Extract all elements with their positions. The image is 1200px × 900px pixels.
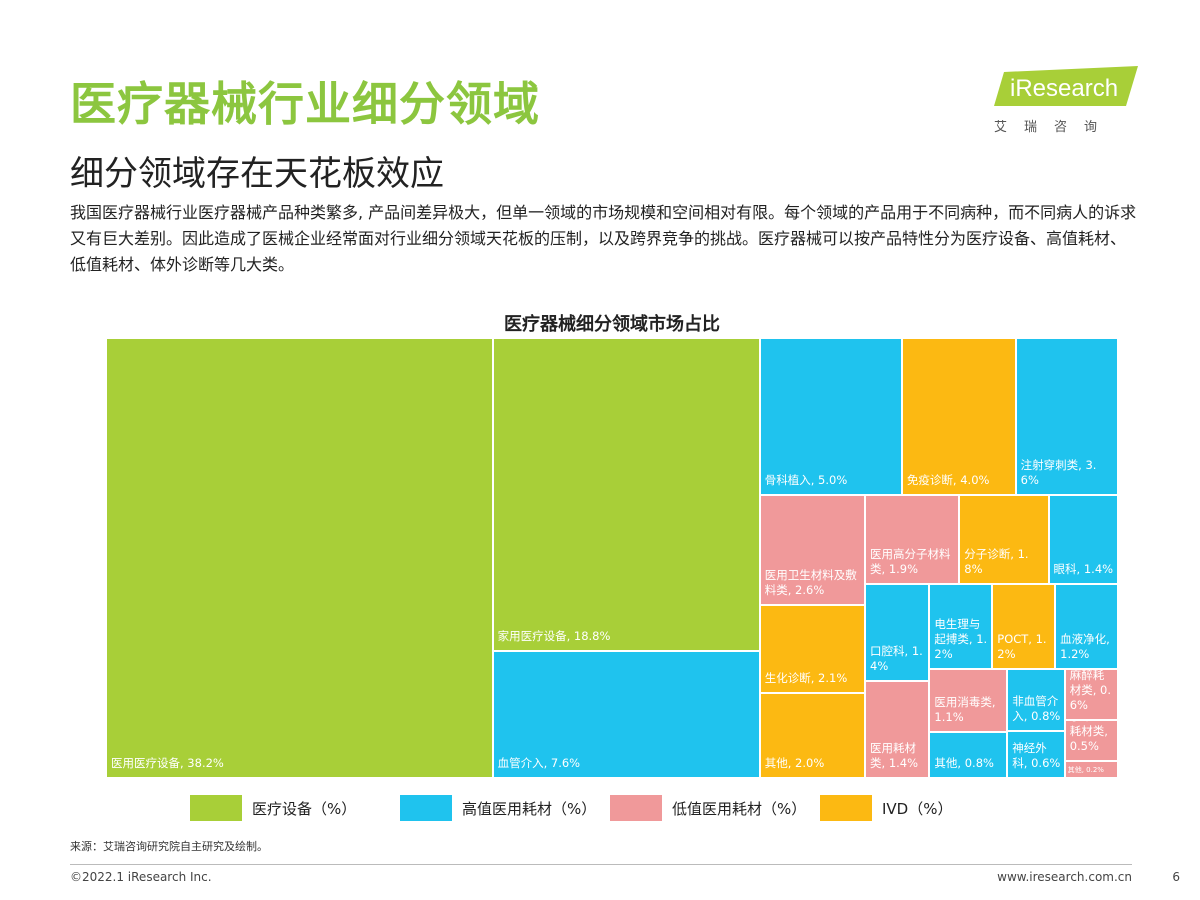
treemap-cell: POCT, 1.2% xyxy=(992,584,1056,670)
legend: 医疗设备（%） 高值医用耗材（%） 低值医用耗材（%） IVD（%） xyxy=(190,795,1090,825)
legend-swatch xyxy=(190,795,242,821)
treemap-cell: 医用卫生材料及敷料类, 2.6% xyxy=(759,494,866,605)
treemap-cell: 生化诊断, 2.1% xyxy=(759,604,866,694)
treemap-cell: 其他, 0.2% xyxy=(1064,761,1118,778)
treemap-cell: 手术室耗材类, 0.5% xyxy=(1064,719,1118,762)
data-label: 非血管介入, 0.8% xyxy=(1012,694,1061,724)
legend-swatch xyxy=(820,795,872,821)
data-label: 其他, 2.0% xyxy=(764,755,825,770)
treemap-cell: 医用耗材类, 1.4% xyxy=(865,681,930,778)
data-label: 口腔科, 1.4% xyxy=(870,644,923,674)
legend-swatch xyxy=(610,795,662,821)
treemap-cell: 注射穿刺类, 3.6% xyxy=(1015,338,1118,495)
legend-label: 医疗设备（%） xyxy=(252,799,357,818)
chart-title: 医疗器械细分领域市场占比 xyxy=(504,314,720,335)
legend-swatch xyxy=(400,795,452,821)
treemap-cell: 骨科植入, 5.0% xyxy=(759,338,902,495)
data-label: 其他, 0.8% xyxy=(934,755,994,770)
data-label: 医用耗材类, 1.4% xyxy=(870,740,919,770)
data-label: 血管介入, 7.6% xyxy=(497,755,581,770)
data-label: 注射穿刺类, 3.6% xyxy=(1020,457,1097,487)
legend-label: 低值医用耗材（%） xyxy=(672,799,807,818)
treemap-cell: 眼科, 1.4% xyxy=(1048,494,1118,585)
legend-item: 高值医用耗材（%） xyxy=(400,795,596,821)
page-number: 6 xyxy=(1172,870,1180,884)
logo-shape xyxy=(994,66,1138,106)
logo-text: iResearch xyxy=(1010,75,1118,102)
data-label: 其他, 0.2% xyxy=(1067,765,1104,774)
treemap-cell: 家用医疗设备, 18.8% xyxy=(492,338,760,652)
data-label: 免疫诊断, 4.0% xyxy=(906,472,990,487)
data-label: 医用医疗设备, 38.2% xyxy=(111,756,224,770)
data-label: 医用高分子材料类, 1.9% xyxy=(870,547,951,577)
data-label: 生化诊断, 2.1% xyxy=(764,671,848,686)
data-label: 家用医疗设备, 18.8% xyxy=(497,629,611,644)
data-label: 骨科植入, 5.0% xyxy=(764,472,848,487)
legend-label: IVD（%） xyxy=(882,799,953,818)
treemap-cell: 神经外科, 0.6% xyxy=(1007,731,1065,778)
data-label: POCT, 1.2% xyxy=(997,632,1047,662)
treemap-cell: 其他, 0.8% xyxy=(929,732,1008,778)
treemap-cell: 其他, 2.0% xyxy=(759,693,866,778)
data-label: 医用卫生材料及敷料类, 2.6% xyxy=(764,567,857,597)
legend-item: IVD（%） xyxy=(820,795,953,821)
data-label: 眼科, 1.4% xyxy=(1053,562,1114,577)
data-label: 麻醉耗材类, 0.6% xyxy=(1069,669,1111,712)
divider xyxy=(70,864,1132,865)
treemap-cell: 非血管介入, 0.8% xyxy=(1007,669,1065,732)
title: 医疗器械行业细分领域 xyxy=(70,77,540,131)
treemap-cell: 麻醉耗材类, 0.6% xyxy=(1064,669,1118,720)
treemap-cell: 免疫诊断, 4.0% xyxy=(901,338,1016,495)
treemap-cell: 医用医疗设备, 38.2% xyxy=(106,338,493,778)
data-label: 分子诊断, 1.8% xyxy=(964,547,1029,577)
treemap-cell: 电生理与起搏类, 1.2% xyxy=(929,584,993,670)
treemap-cell: 分子诊断, 1.8% xyxy=(959,494,1049,585)
legend-label: 高值医用耗材（%） xyxy=(462,799,597,818)
treemap-cell: 血液净化, 1.2% xyxy=(1055,584,1118,670)
paragraph: 我国医疗器械行业医疗器械产品种类繁多, 产品间差异极大，但单一领域的市场规模和空… xyxy=(70,203,1137,274)
data-label: 神经外科, 0.6% xyxy=(1012,740,1061,770)
legend-item: 低值医用耗材（%） xyxy=(610,795,806,821)
data-label: 血液净化, 1.2% xyxy=(1060,632,1110,662)
treemap-cell: 口腔科, 1.4% xyxy=(865,584,930,682)
logo-subtitle: 艾瑞咨询 xyxy=(994,120,1115,135)
treemap-cell: 医用高分子材料类, 1.9% xyxy=(865,494,960,585)
legend-item: 医疗设备（%） xyxy=(190,795,356,821)
treemap-cell: 医用消毒类, 1.1% xyxy=(929,669,1008,733)
website: www.iresearch.com.cn xyxy=(997,870,1132,884)
subtitle: 细分领域存在天花板效应 xyxy=(70,154,444,194)
copyright: ©2022.1 iResearch Inc. xyxy=(70,870,212,884)
logo: iResearch xyxy=(994,66,1138,106)
data-label: 电生理与起搏类, 1.2% xyxy=(934,617,988,662)
treemap: 医用医疗设备, 38.2% 家用医疗设备, 18.8% 血管介入, 7.6% 骨科植入… xyxy=(106,338,1118,778)
source: 来源：艾瑞咨询研究院自主研究及绘制。 xyxy=(70,840,268,853)
data-label: 手术室耗材类, 0.5% xyxy=(1069,720,1108,754)
data-label: 医用消毒类, 1.1% xyxy=(934,695,996,725)
treemap-cell: 血管介入, 7.6% xyxy=(492,651,760,778)
